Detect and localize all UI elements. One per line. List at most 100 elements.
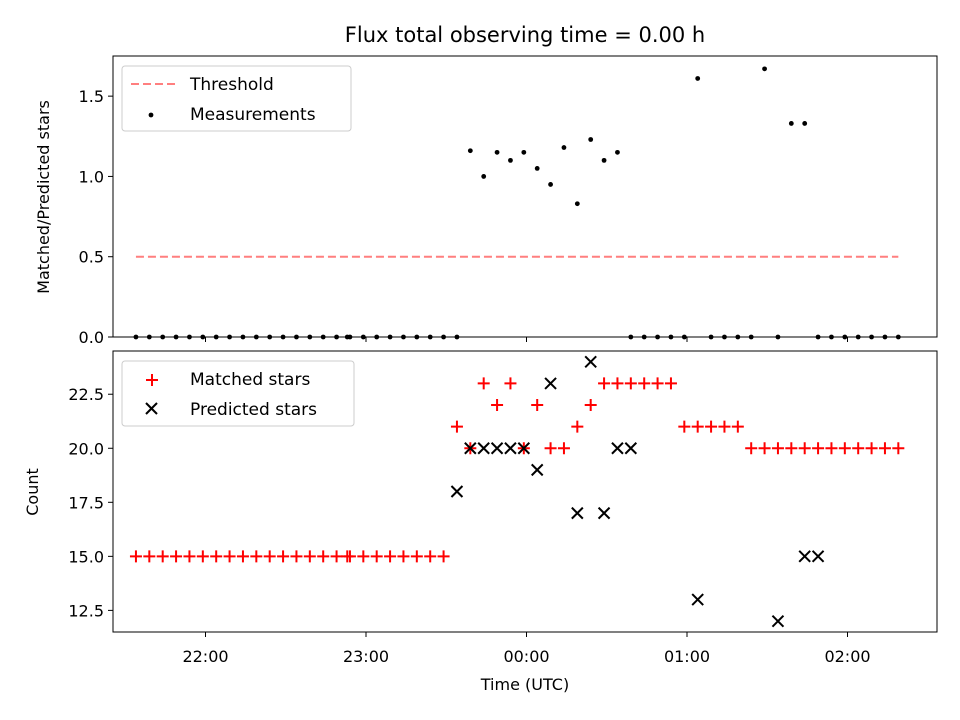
predicted-stars-point [584,355,597,369]
matched-stars-point [865,442,878,455]
matched-stars-point [196,550,209,563]
matched-stars-point [384,550,397,563]
matched-stars-point [491,399,504,412]
matched-stars-point [611,377,624,390]
matched-stars-point [236,550,249,563]
top-y-tick-label: 1.0 [79,167,104,186]
matched-stars-point [410,550,423,563]
measurement-point [762,66,767,72]
matched-stars-point [705,420,718,433]
predicted-stars-point [771,614,785,628]
matched-stars-point [357,550,370,563]
bottom-legend: Matched stars Predicted stars [121,360,355,427]
bottom-y-tick-label: 15.0 [68,547,104,566]
bottom-x-tick-label: 01:00 [664,647,710,666]
predicted-stars-point [611,442,624,455]
bottom-x-tick-label: 23:00 [343,647,389,666]
top-legend: Threshold Measurements [121,65,352,132]
matched-stars-point [330,550,343,563]
measurement-point [788,121,794,126]
bottom-x-tick-label: 02:00 [824,647,870,666]
predicted-stars-point [464,442,477,455]
bottom-x-tick-label: 00:00 [503,647,549,666]
matched-stars-legend-swatch [146,374,158,386]
matched-stars-point [531,399,544,412]
top-chart-title: Flux total observing time = 0.00 h [345,23,705,47]
measurement-point [534,166,540,171]
bottom-x-axis-label: Time (UTC) [480,675,569,694]
measurement-point [467,148,473,154]
top-y-tick-label: 1.5 [79,87,104,106]
measurement-point [802,121,808,126]
measurement-point [588,137,594,142]
matched-stars-point [731,420,744,433]
predicted-stars-point [624,442,638,455]
matched-stars-point [183,550,196,563]
matched-stars-point [651,377,664,390]
matched-stars-point [129,550,142,563]
matched-stars-point [638,377,651,390]
matched-stars-point [825,442,838,455]
matched-stars-point [343,550,356,563]
predicted-stars-point [477,442,490,455]
matched-stars-point [450,420,463,433]
matched-stars-point [758,442,771,455]
matched-stars-point [156,550,169,563]
measurement-point [481,174,487,179]
predicted-stars-point [504,442,517,455]
measurement-point [615,149,620,155]
top-x-ticks [205,337,848,342]
matched-stars-point [437,550,450,563]
measurement-point [561,145,567,150]
predicted-stars-point [450,485,464,498]
bottom-plot-area [129,355,905,628]
top-y-axis-label: Matched/Predicted stars [34,100,53,294]
top-y-axis: 0.0 0.5 1.0 1.5 [79,87,113,347]
bottom-axes-frame [112,350,938,633]
bottom-y-tick-label: 17.5 [68,493,104,512]
matched-stars-point [370,550,383,563]
matched-stars-point [584,399,597,412]
bottom-y-axis-label: Count [23,468,42,516]
predicted-stars-point [530,463,544,477]
threshold-legend-label: Threshold [189,75,274,95]
bottom-x-axis: 22:00 23:00 00:00 01:00 02:00 [182,632,871,666]
matched-stars-point [812,442,825,455]
predicted-stars-point [544,377,557,390]
matched-stars-point [718,420,731,433]
top-plot-area [133,66,901,340]
matched-stars-point [852,442,865,455]
predicted-stars-point [517,442,531,455]
matched-stars-point [504,377,517,390]
measurement-point [695,76,701,81]
matched-stars-point [277,550,290,563]
matched-stars-point [557,442,570,455]
matched-stars-point [170,550,183,563]
matched-stars-legend-label: Matched stars [190,370,310,390]
matched-stars-point [785,442,798,455]
predicted-stars-point [597,506,611,520]
matched-stars-point [210,550,223,563]
matched-stars-point [544,442,557,455]
matched-stars-point [263,550,276,563]
measurement-point [601,157,607,163]
matched-stars-point [798,442,811,455]
measurement-point [521,149,527,155]
matched-stars-point [624,377,637,390]
matched-stars-point [771,442,784,455]
matched-stars-point [838,442,851,455]
matched-stars-point [223,550,236,563]
top-axes-frame [112,55,938,338]
top-y-tick-label: 0.5 [79,248,104,267]
measurements-legend-label: Measurements [190,105,316,125]
matched-stars-point [143,550,156,563]
predicted-stars-legend-swatch [145,402,158,415]
matched-stars-point [678,420,691,433]
measurement-point [574,201,580,207]
matched-stars-point [571,420,584,433]
matched-stars-point [317,550,330,563]
matched-stars-point [290,550,303,563]
predicted-stars-point [811,550,825,563]
matched-stars-point [598,377,611,390]
